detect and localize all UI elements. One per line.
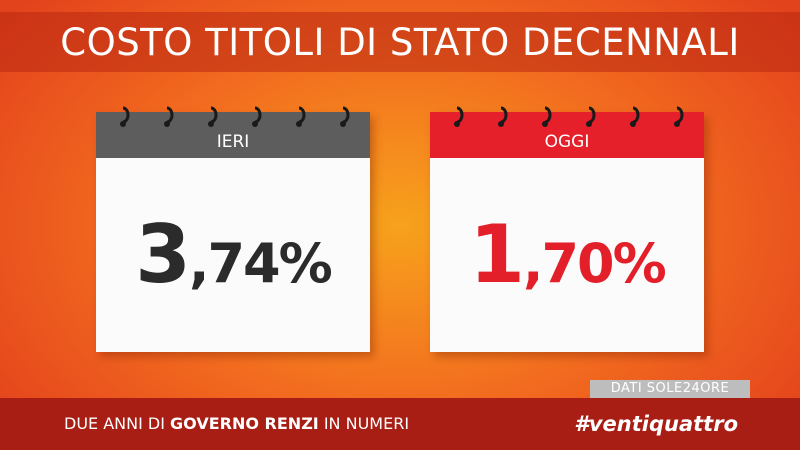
- footer-suffix: IN NUMERI: [318, 414, 410, 433]
- value-decimal: ,74%: [188, 232, 333, 295]
- value-ieri: 3,74%: [96, 158, 370, 352]
- value-decimal: ,70%: [522, 232, 667, 295]
- footer-caption: DUE ANNI DI GOVERNO RENZI IN NUMERI: [64, 398, 409, 450]
- value-oggi: 1,70%: [430, 158, 704, 352]
- card-header: IERI: [96, 112, 370, 158]
- title-bar: [0, 12, 800, 72]
- calendar-card-ieri: IERI 3,74%: [96, 106, 370, 352]
- page-title: COSTO TITOLI DI STATO DECENNALI: [60, 21, 740, 64]
- footer-prefix: DUE ANNI DI: [64, 414, 171, 433]
- calendar-rings-icon: [120, 106, 350, 127]
- footer-bold: GOVERNO RENZI: [170, 414, 319, 433]
- card-body: 1,70%: [430, 158, 704, 352]
- value-integer: 1: [469, 208, 525, 301]
- calendar-rings-icon: [454, 106, 684, 127]
- footer-hashtag: #ventiquattro: [574, 412, 738, 436]
- card-header: OGGI: [430, 112, 704, 158]
- calendar-card-oggi: OGGI 1,70%: [430, 106, 704, 352]
- footer-bar: DUE ANNI DI GOVERNO RENZI IN NUMERI #ven…: [0, 398, 800, 450]
- card-body: 3,74%: [96, 158, 370, 352]
- source-label: DATI SOLE24ORE: [590, 380, 750, 398]
- value-integer: 3: [135, 208, 191, 301]
